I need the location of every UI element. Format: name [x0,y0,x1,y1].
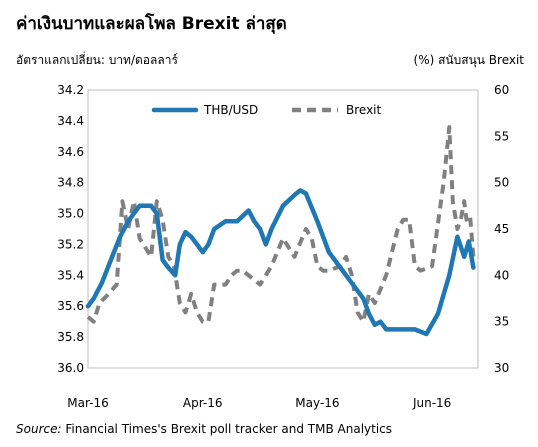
left-tick-label: 35.2 [57,237,84,251]
series-layer [85,125,476,337]
right-tick-label: 50 [494,176,509,190]
left-tick-label: 36.0 [57,361,84,375]
series-line-thb-usd [85,188,476,337]
right-tick-label: 60 [494,83,509,97]
legend-label: THB/USD [203,103,258,117]
left-tick-label: 35.6 [57,299,84,313]
legend-label: Brexit [346,103,382,117]
source-label: Source: [16,422,62,436]
left-tick-label: 34.6 [57,145,84,159]
legend: THB/USD Brexit [151,103,382,117]
left-tick-label: 34.2 [57,83,84,97]
left-axis-caption: อัตราแลกเปลี่ยน: บาท/ดอลลาร์ [16,53,178,67]
series-line-brexit [86,125,476,324]
right-tick-label: 30 [494,361,509,375]
left-tick-label: 35.4 [57,268,84,282]
right-tick-label: 40 [494,268,509,282]
source-note: Source: Financial Times's Brexit poll tr… [16,422,392,436]
plot-frame [87,89,479,369]
x-tick-label: Jun-16 [412,396,451,410]
right-axis-caption: (%) สนับสนุน Brexit [413,53,524,67]
x-axis: Mar-16 Apr-16 May-16 Jun-16 [67,396,451,410]
left-tick-label: 34.4 [57,114,84,128]
source-text: Financial Times's Brexit poll tracker an… [61,422,393,436]
left-tick-label: 35.0 [57,207,84,221]
x-tick-label: Mar-16 [67,396,108,410]
chart-title: ค่าเงินบาทและผลโพล Brexit ล่าสุด [16,14,287,34]
x-tick-label: May-16 [295,396,339,410]
left-axis: 34.2 34.4 34.6 34.8 35.0 35.2 35.4 35.6 35.8 36.0 [57,83,84,375]
left-tick-label: 34.8 [57,176,84,190]
x-tick-label: Apr-16 [183,396,223,410]
right-tick-label: 55 [494,129,509,143]
right-tick-label: 45 [494,222,509,236]
left-tick-label: 35.8 [57,330,84,344]
right-axis: 60 55 50 45 40 35 30 [494,83,509,375]
right-tick-label: 35 [494,315,509,329]
